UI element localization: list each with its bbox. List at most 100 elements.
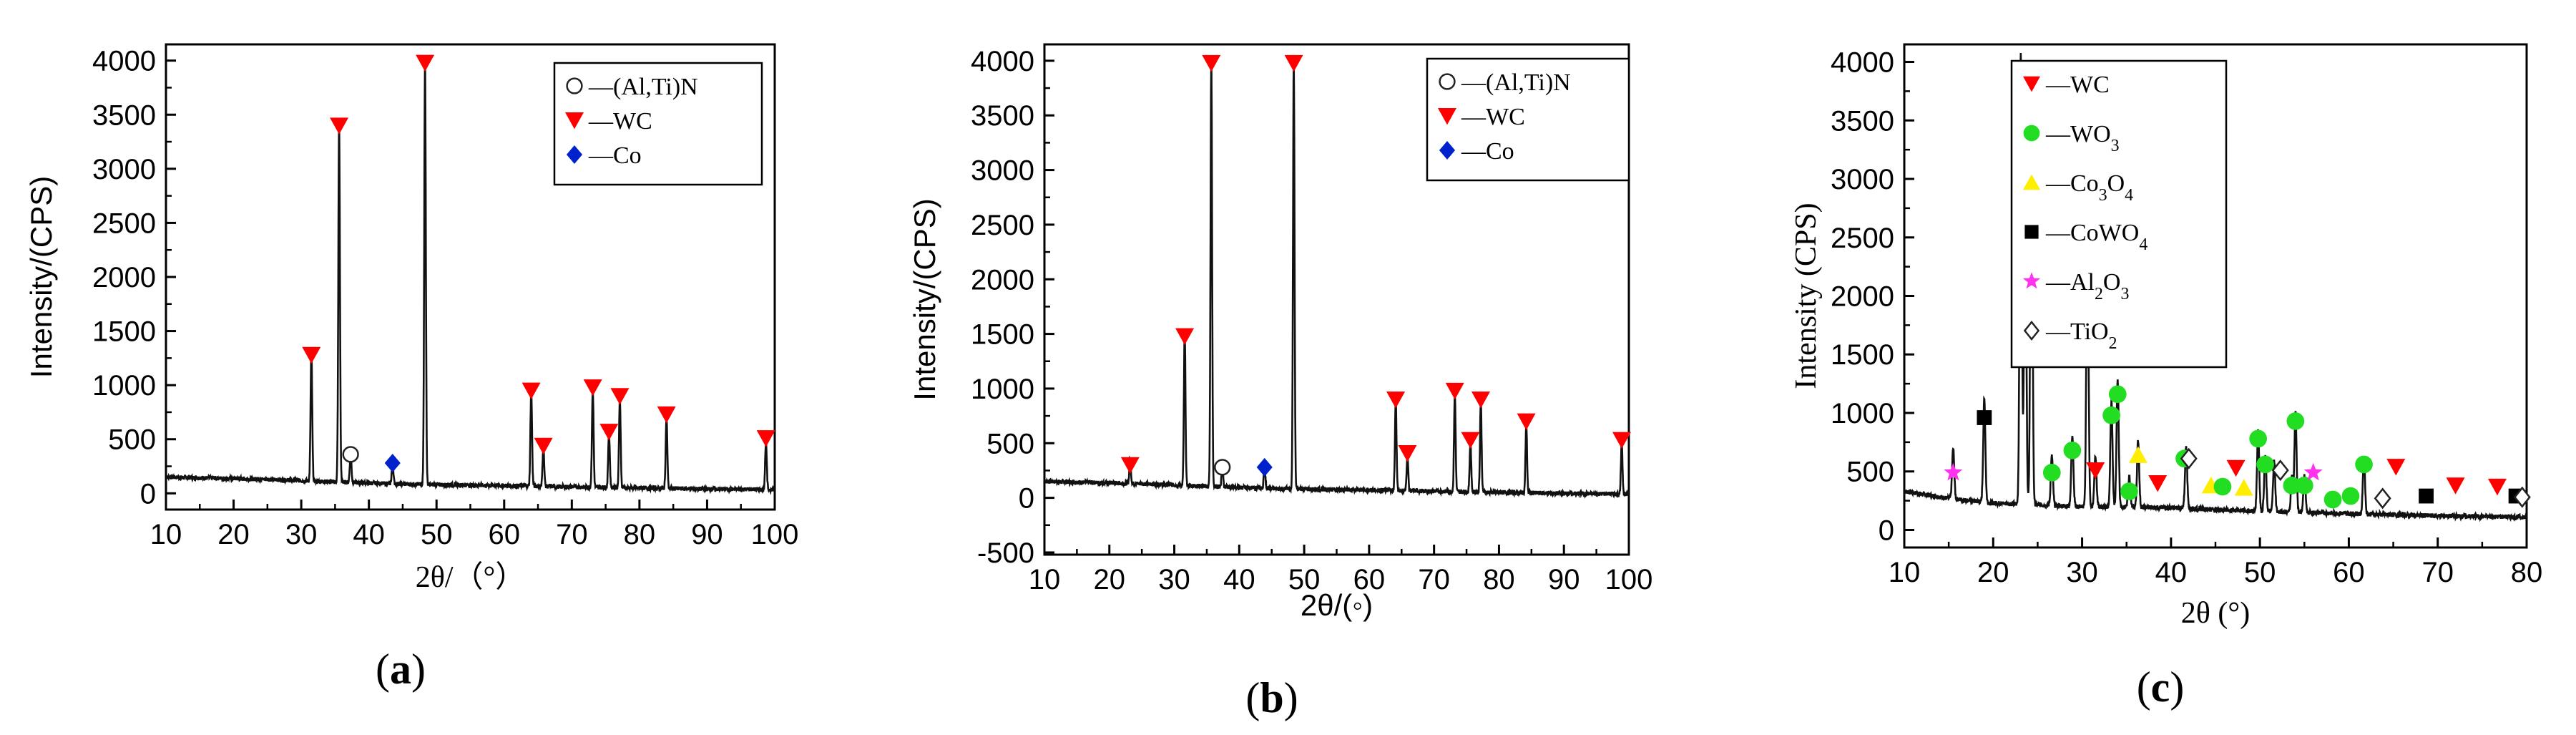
peak-marker-wc	[416, 54, 435, 72]
y-tick-label: 2000	[971, 264, 1034, 296]
legend-label-sub: 2	[2109, 334, 2117, 353]
peak-marker-tio2	[2513, 486, 2531, 508]
y-tick-label: 500	[108, 424, 156, 456]
legend-label-main: —WC	[2045, 72, 2110, 98]
legend-label: —Co3O4	[2045, 170, 2133, 205]
y-tick-label: 3500	[1831, 105, 1894, 137]
peak-marker-wo3	[2355, 455, 2373, 474]
panel-label-open: (	[2137, 663, 2151, 711]
peak-marker-wc	[1517, 413, 1536, 431]
chart-panel-b: 10 20 30 40 50 60 70 80 90 100 -500 0 500 1000 1500 200…	[908, 43, 1652, 721]
xrd-pattern-line	[1904, 52, 2527, 522]
panel-label-close: )	[1284, 674, 1298, 721]
legend-label: —TiO2	[2045, 318, 2117, 353]
y-tick-label: 2500	[92, 208, 156, 239]
legend-box	[2010, 59, 2228, 369]
x-tick-label: 70	[2421, 557, 2454, 588]
peak-marker-wc	[657, 406, 676, 424]
peak-marker-wc	[2086, 462, 2105, 480]
x-tick-label: 90	[1548, 564, 1580, 595]
legend-label-main: —Al	[2045, 269, 2095, 296]
peak-marker-wc	[1398, 444, 1417, 462]
legend-label: —WC	[2045, 72, 2110, 98]
chart-panel-c: 10 20 30 40 50 60 70 80 0 500 1000 1500 2000 2500 3000…	[1790, 43, 2542, 711]
x-tick-label: 30	[285, 519, 318, 550]
legend-label-main: —Co	[588, 142, 642, 169]
peak-marker-altin	[342, 446, 359, 463]
x-tick-label: 60	[1353, 564, 1386, 595]
peak-marker-wc	[302, 346, 321, 364]
legend-label-main: —TiO	[2045, 318, 2109, 345]
peak-marker-wo3	[2108, 385, 2127, 404]
legend: —WC —WO3 —Co3O4 —CoWO 4 —Al2O3 —TiO2	[2010, 59, 2228, 369]
legend-symbol-2	[1439, 141, 1456, 160]
peak-marker-wc	[1284, 54, 1303, 72]
x-tick-label: 100	[751, 519, 799, 550]
legend-label: —(Al,Ti)N	[588, 74, 698, 100]
peak-marker-tio2	[2374, 487, 2391, 510]
legend-symbol-0	[566, 77, 583, 94]
peak-marker-wo3	[2063, 441, 2082, 459]
peak-marker-altin	[1214, 459, 1231, 476]
peak-marker-co3o4	[2128, 446, 2148, 463]
legend-symbol-2	[2023, 174, 2040, 190]
peak-marker-al2o3	[1944, 462, 1963, 481]
peak-marker-al2o3	[2303, 462, 2323, 481]
y-tick-label: 2500	[1831, 223, 1894, 254]
peak-marker-wo3	[2213, 477, 2232, 496]
y-tick-label: 0	[1019, 483, 1034, 515]
peak-marker-cowo4	[2419, 488, 2434, 504]
y-tick-label: 1000	[1831, 398, 1894, 429]
x-tick-label: 10	[150, 519, 182, 550]
panel-label: (c)	[2137, 663, 2185, 711]
x-tick-label: 80	[1483, 564, 1515, 595]
panel-label: (b)	[1245, 674, 1298, 721]
peak-marker-cowo4	[1977, 410, 1992, 425]
peak-marker-tio2	[2271, 459, 2289, 482]
y-tick-label: 1000	[92, 370, 156, 401]
legend-label: —Al2O3	[2045, 269, 2129, 303]
x-tick-label: 30	[1158, 564, 1190, 595]
peak-marker-wc	[330, 117, 349, 135]
legend-label-main: —Co	[2045, 170, 2099, 197]
legend-label-main: —(Al,Ti)N	[1461, 69, 1571, 96]
y-tick-label: 1000	[971, 374, 1034, 405]
peak-marker-wo3	[2256, 455, 2274, 474]
legend-label-main: —(Al,Ti)N	[588, 74, 698, 100]
peak-marker-wc	[521, 382, 541, 400]
y-tick-label: 500	[986, 428, 1034, 459]
x-tick-label: 80	[624, 519, 656, 550]
peak-marker-wo3	[2283, 477, 2301, 495]
legend-label-main: —CoWO	[2045, 220, 2139, 246]
panel-label-letter: b	[1260, 674, 1283, 721]
peak-marker-co	[384, 454, 401, 472]
legend-label-sub2: 4	[2125, 186, 2133, 205]
y-tick-label: 3000	[1831, 164, 1894, 195]
legend-label-main: —Co	[1461, 138, 1514, 165]
panel-label-open: (	[1245, 674, 1260, 721]
y-tick-label: 0	[1879, 515, 1894, 546]
peak-marker-wc	[1612, 432, 1632, 449]
legend-symbol-1	[1438, 107, 1456, 125]
y-tick-label: 2000	[92, 262, 156, 293]
x-tick-label: 40	[1223, 564, 1255, 595]
peak-marker-wc	[1175, 328, 1195, 345]
y-tick-label: 3000	[971, 155, 1034, 187]
legend: —(Al,Ti)N —WC —Co	[553, 62, 763, 186]
legend-label: —Co	[1461, 138, 1514, 165]
panel-label-open: (	[376, 646, 390, 693]
y-tick-label: 4000	[92, 46, 156, 77]
x-tick-label: 50	[421, 519, 453, 550]
legend-label-sub: 3	[2099, 186, 2107, 205]
y-tick-label: 500	[1846, 457, 1894, 488]
legend-symbol-5	[2023, 320, 2040, 341]
x-tick-label: 30	[2066, 557, 2098, 588]
x-tick-label: 10	[1029, 564, 1061, 595]
y-tick-label: -500	[977, 537, 1034, 569]
peak-marker-wc	[2226, 459, 2246, 477]
legend-label: —WO3	[2045, 121, 2120, 155]
peak-marker-wc	[1120, 457, 1140, 474]
y-axis-label: Intensity/(CPS)	[908, 198, 941, 400]
peak-marker-wc	[2446, 477, 2465, 495]
peak-marker-wo3	[2120, 482, 2138, 500]
